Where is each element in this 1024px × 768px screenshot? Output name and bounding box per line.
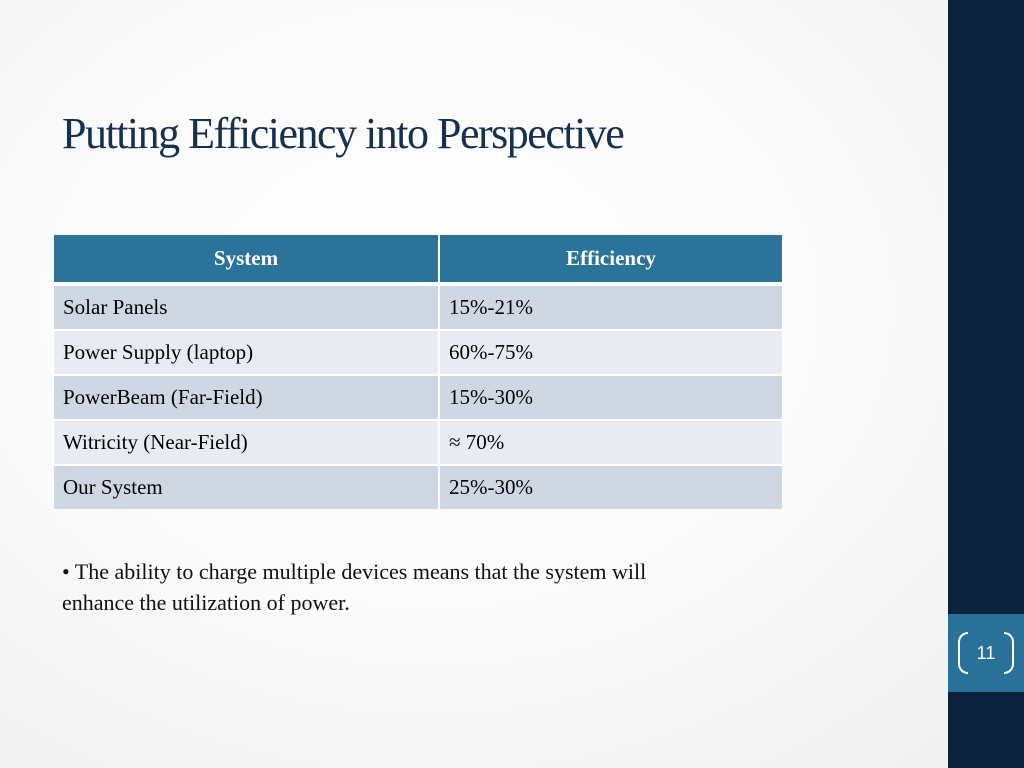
page-number-tab: 11 — [948, 614, 1024, 692]
page-number: 11 — [976, 643, 996, 663]
efficiency-cell: 60%-75% — [438, 329, 784, 376]
efficiency-cell: 15%-30% — [438, 374, 784, 421]
efficiency-comparison-table: System Efficiency Solar Panels 15%-21% P… — [52, 233, 784, 511]
system-cell: Witricity (Near-Field) — [52, 419, 440, 466]
table-row: Solar Panels 15%-21% — [52, 283, 784, 331]
slide-title: Putting Efficiency into Perspective — [62, 109, 625, 158]
system-cell: Our System — [52, 464, 440, 511]
table-row: Witricity (Near-Field) ≈ 70% — [52, 419, 784, 466]
left-bracket-icon — [958, 632, 968, 674]
efficiency-cell: 25%-30% — [438, 464, 784, 511]
table-row: Our System 25%-30% — [52, 464, 784, 511]
table-row: Power Supply (laptop) 60%-75% — [52, 329, 784, 376]
efficiency-cell: 15%-21% — [438, 283, 784, 331]
efficiency-table-container: System Efficiency Solar Panels 15%-21% P… — [52, 233, 784, 511]
table-header-row: System Efficiency — [52, 233, 784, 286]
efficiency-cell: ≈ 70% — [438, 419, 784, 466]
table-row: PowerBeam (Far-Field) 15%-30% — [52, 374, 784, 421]
system-cell: Power Supply (laptop) — [52, 329, 440, 376]
system-cell: Solar Panels — [52, 283, 440, 331]
system-column-header: System — [52, 233, 440, 286]
bullet-point-text: • The ability to charge multiple devices… — [62, 559, 647, 615]
system-cell: PowerBeam (Far-Field) — [52, 374, 440, 421]
efficiency-column-header: Efficiency — [438, 233, 784, 286]
